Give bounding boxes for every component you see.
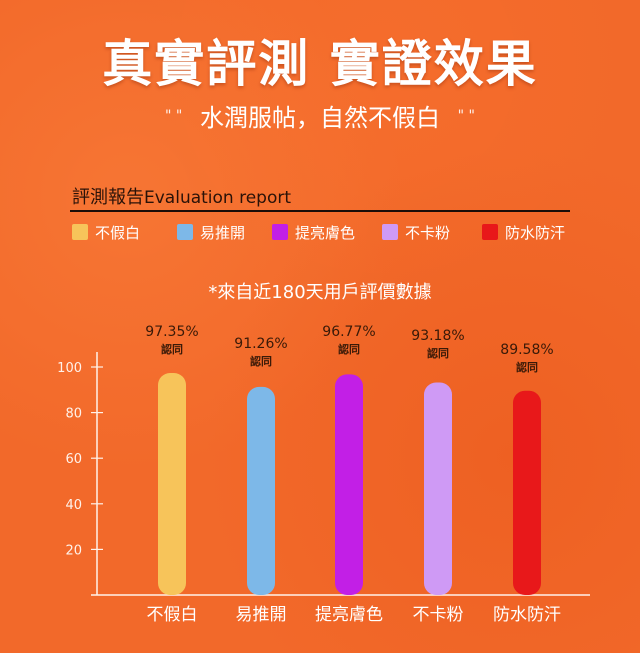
- bar-value-sublabel: 認同: [161, 342, 183, 356]
- report-label-zh: 評測報告: [72, 187, 144, 208]
- legend-item: 防水防汗: [482, 220, 565, 244]
- y-tick-label: 80: [65, 407, 82, 422]
- legend-label: 防水防汗: [505, 223, 566, 242]
- legend-label: 提亮膚色: [295, 223, 356, 242]
- data-source-note: *來自近180天用戶評價數據: [208, 282, 432, 303]
- y-tick-label: 100: [57, 361, 82, 376]
- bar: [513, 390, 541, 595]
- bar-value-sublabel: 認同: [250, 354, 272, 368]
- legend-item: 不卡粉: [382, 220, 450, 244]
- report-label-en: Evaluation report: [144, 188, 292, 208]
- bar-value-sublabel: 認同: [338, 342, 360, 356]
- bar-value-label: 93.18%: [411, 328, 464, 344]
- report-divider: [70, 210, 570, 212]
- y-tick-label: 60: [65, 452, 82, 467]
- legend-swatch: [177, 224, 193, 240]
- x-tick-label: 不卡粉: [413, 605, 464, 625]
- legend-item: 提亮膚色: [272, 220, 355, 244]
- quote-deco-left: " ": [165, 108, 183, 124]
- legend-item: 不假白: [72, 220, 140, 244]
- subtitle-text: 水潤服帖，自然不假白: [200, 104, 440, 132]
- legend-label: 不假白: [95, 223, 141, 242]
- report-heading: 評測報告Evaluation report: [72, 183, 291, 209]
- x-tick-label: 防水防汗: [493, 605, 561, 625]
- bar-value-sublabel: 認同: [516, 360, 538, 374]
- bar-value-label: 91.26%: [234, 336, 287, 352]
- bar-value-label: 97.35%: [145, 324, 198, 340]
- bar-value-sublabel: 認同: [427, 346, 449, 360]
- legend-swatch: [482, 224, 498, 240]
- bar: [247, 386, 275, 595]
- bar-value-label: 89.58%: [500, 342, 553, 358]
- legend-swatch: [382, 224, 398, 240]
- legend-swatch: [272, 224, 288, 240]
- chart-legend: 不假白 易推開 提亮膚色 不卡粉 防水防汗: [72, 220, 582, 244]
- legend-item: 易推開: [177, 220, 245, 244]
- x-tick-label: 易推開: [236, 605, 287, 625]
- bar-value-label: 96.77%: [322, 324, 375, 340]
- page-title: 真實評測 實證效果: [102, 35, 538, 93]
- subtitle: " " 水潤服帖，自然不假白 " ": [0, 98, 640, 133]
- y-tick-label: 40: [65, 498, 82, 513]
- x-tick-label: 不假白: [147, 605, 198, 625]
- bar: [424, 382, 452, 595]
- legend-label: 易推開: [200, 223, 246, 242]
- bar: [158, 373, 186, 595]
- x-tick-label: 提亮膚色: [315, 605, 383, 625]
- legend-label: 不卡粉: [405, 223, 451, 242]
- y-tick-label: 20: [65, 543, 82, 558]
- legend-swatch: [72, 224, 88, 240]
- quote-deco-right: " ": [457, 108, 475, 124]
- bar: [335, 374, 363, 595]
